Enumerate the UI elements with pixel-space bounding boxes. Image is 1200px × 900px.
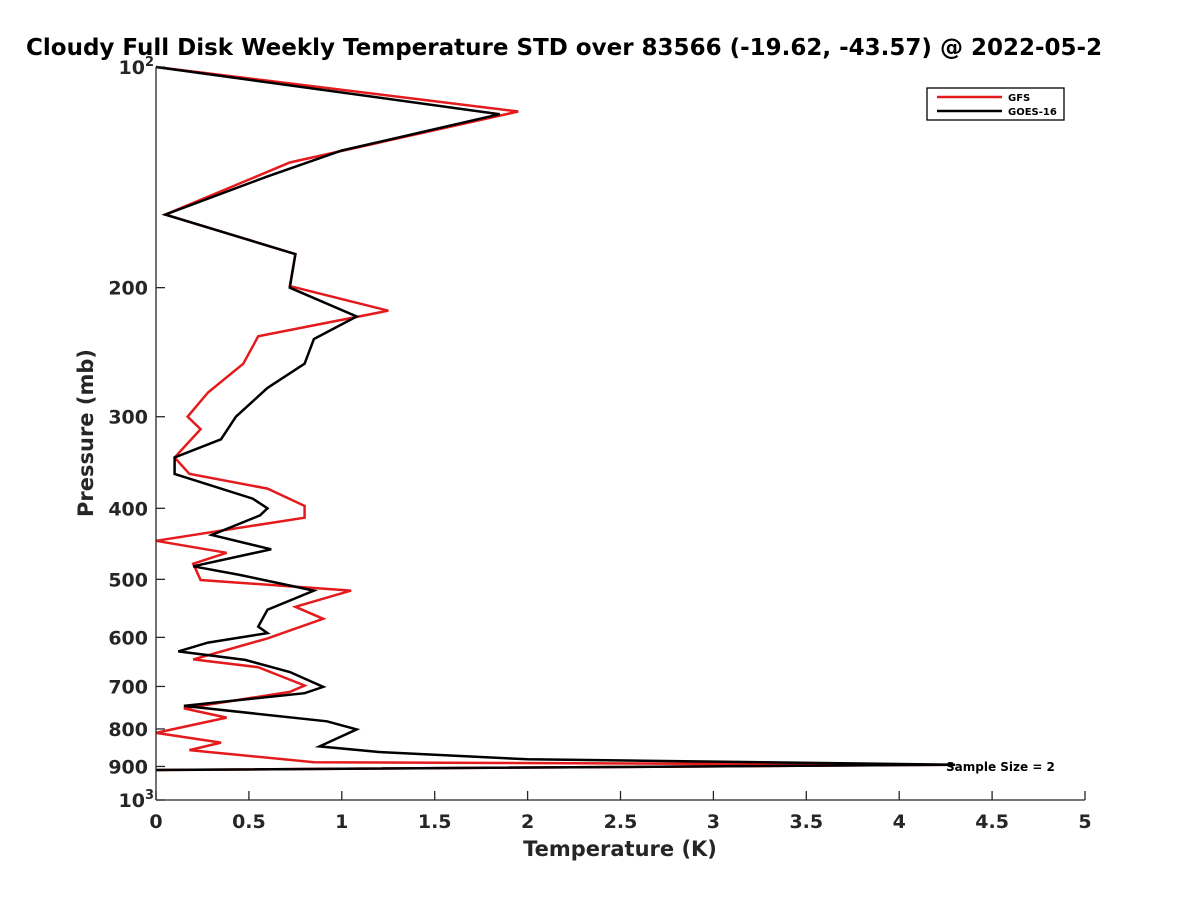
- x-axis-label: Temperature (K): [523, 837, 717, 861]
- y-tick-label: 300: [108, 407, 148, 429]
- legend-box: [926, 87, 1065, 121]
- y-tick-label: 400: [108, 498, 148, 520]
- y-tick-label: 800: [108, 719, 148, 741]
- axes-layer: 0 0.5 1 1.5 2 2.5 3 3.5 4 4.5 5 102 200 300 400 500 600 7…: [108, 55, 1091, 833]
- x-tick-label: 1.5: [418, 811, 452, 833]
- x-tick-label: 4.5: [975, 811, 1009, 833]
- series-line-goes-16: [155, 65, 955, 772]
- x-tick-label: 4: [893, 811, 906, 833]
- y-tick-label: 103: [119, 788, 155, 812]
- x-tick-label: 3: [707, 811, 720, 833]
- x-tick-label: 0: [149, 811, 162, 833]
- x-tick-label: 2.5: [604, 811, 638, 833]
- y-tick-label: 200: [108, 278, 148, 300]
- y-axis-label: Pressure (mb): [74, 349, 98, 517]
- chart-title: Cloudy Full Disk Weekly Temperature STD …: [26, 35, 1102, 61]
- sample-size-annotation: Sample Size = 2: [946, 760, 1055, 774]
- x-tick-label: 1: [335, 811, 348, 833]
- y-tick-label: 600: [108, 627, 148, 649]
- series-layer: [155, 65, 955, 772]
- y-tick-label: 102: [119, 55, 155, 79]
- x-tick-label: 5: [1078, 811, 1091, 833]
- y-tick-label: 700: [108, 676, 148, 698]
- legend: GFS GOES-16: [926, 87, 1065, 121]
- x-tick-label: 0.5: [232, 811, 266, 833]
- x-tick-label: 2: [521, 811, 534, 833]
- legend-label-goes16: GOES-16: [1008, 107, 1057, 118]
- x-tick-label: 3.5: [789, 811, 823, 833]
- y-tick-label: 900: [108, 756, 148, 778]
- series-line-gfs: [155, 65, 955, 772]
- legend-label-gfs: GFS: [1008, 93, 1030, 104]
- y-tick-label: 500: [108, 569, 148, 591]
